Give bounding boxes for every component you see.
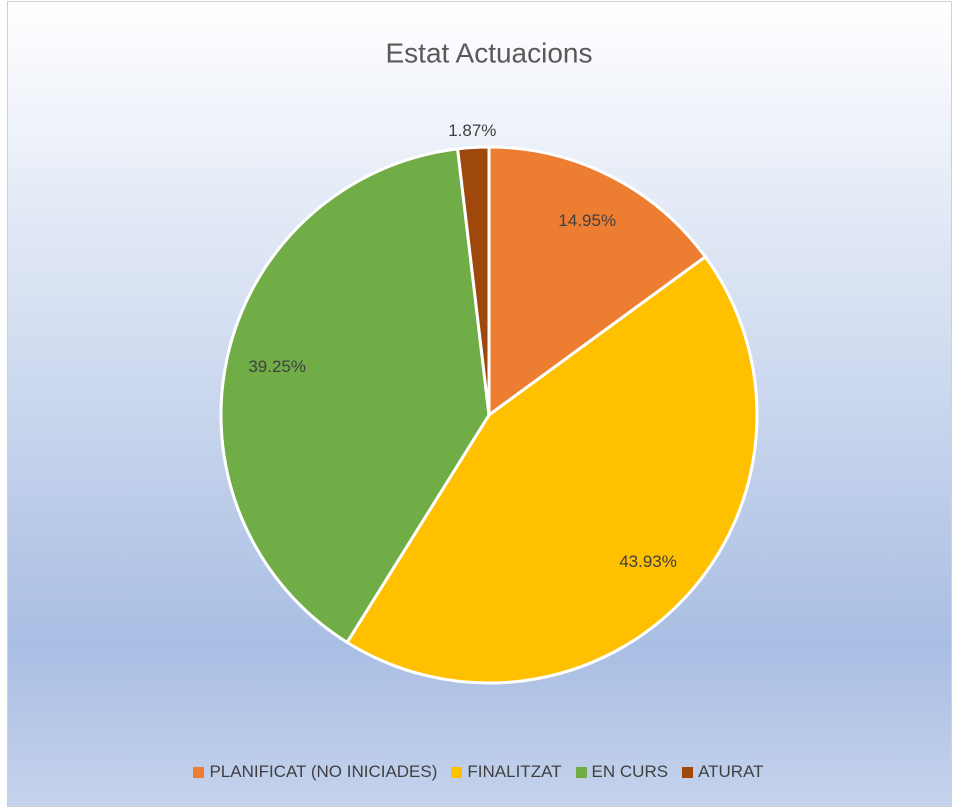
legend-label: FINALITZAT [467, 762, 562, 781]
data-label: 43.93% [619, 552, 677, 571]
legend-label: ATURAT [698, 762, 764, 781]
data-label: 14.95% [558, 211, 616, 230]
data-label: 39.25% [248, 357, 306, 376]
legend-swatch [451, 766, 463, 778]
legend-item: EN CURS [575, 762, 669, 782]
data-label: 1.87% [448, 121, 496, 140]
legend-label: EN CURS [591, 762, 669, 781]
legend-label: PLANIFICAT (NO INICIADES) [209, 762, 438, 781]
legend-swatch [193, 766, 205, 778]
legend-item: PLANIFICAT (NO INICIADES) [193, 762, 437, 782]
legend-item: ATURAT [682, 762, 764, 782]
pie-slice [219, 147, 491, 645]
legend-item: FINALITZAT [451, 762, 562, 782]
pie-slice [455, 145, 491, 416]
legend-swatch [575, 766, 587, 778]
legend: PLANIFICAT (NO INICIADES) FINALITZAT EN CU… [0, 762, 957, 782]
pie-slice [345, 254, 759, 685]
pie-slice [487, 145, 708, 418]
chart-title: Estat Actuacions [385, 37, 592, 68]
legend-swatch [682, 766, 694, 778]
